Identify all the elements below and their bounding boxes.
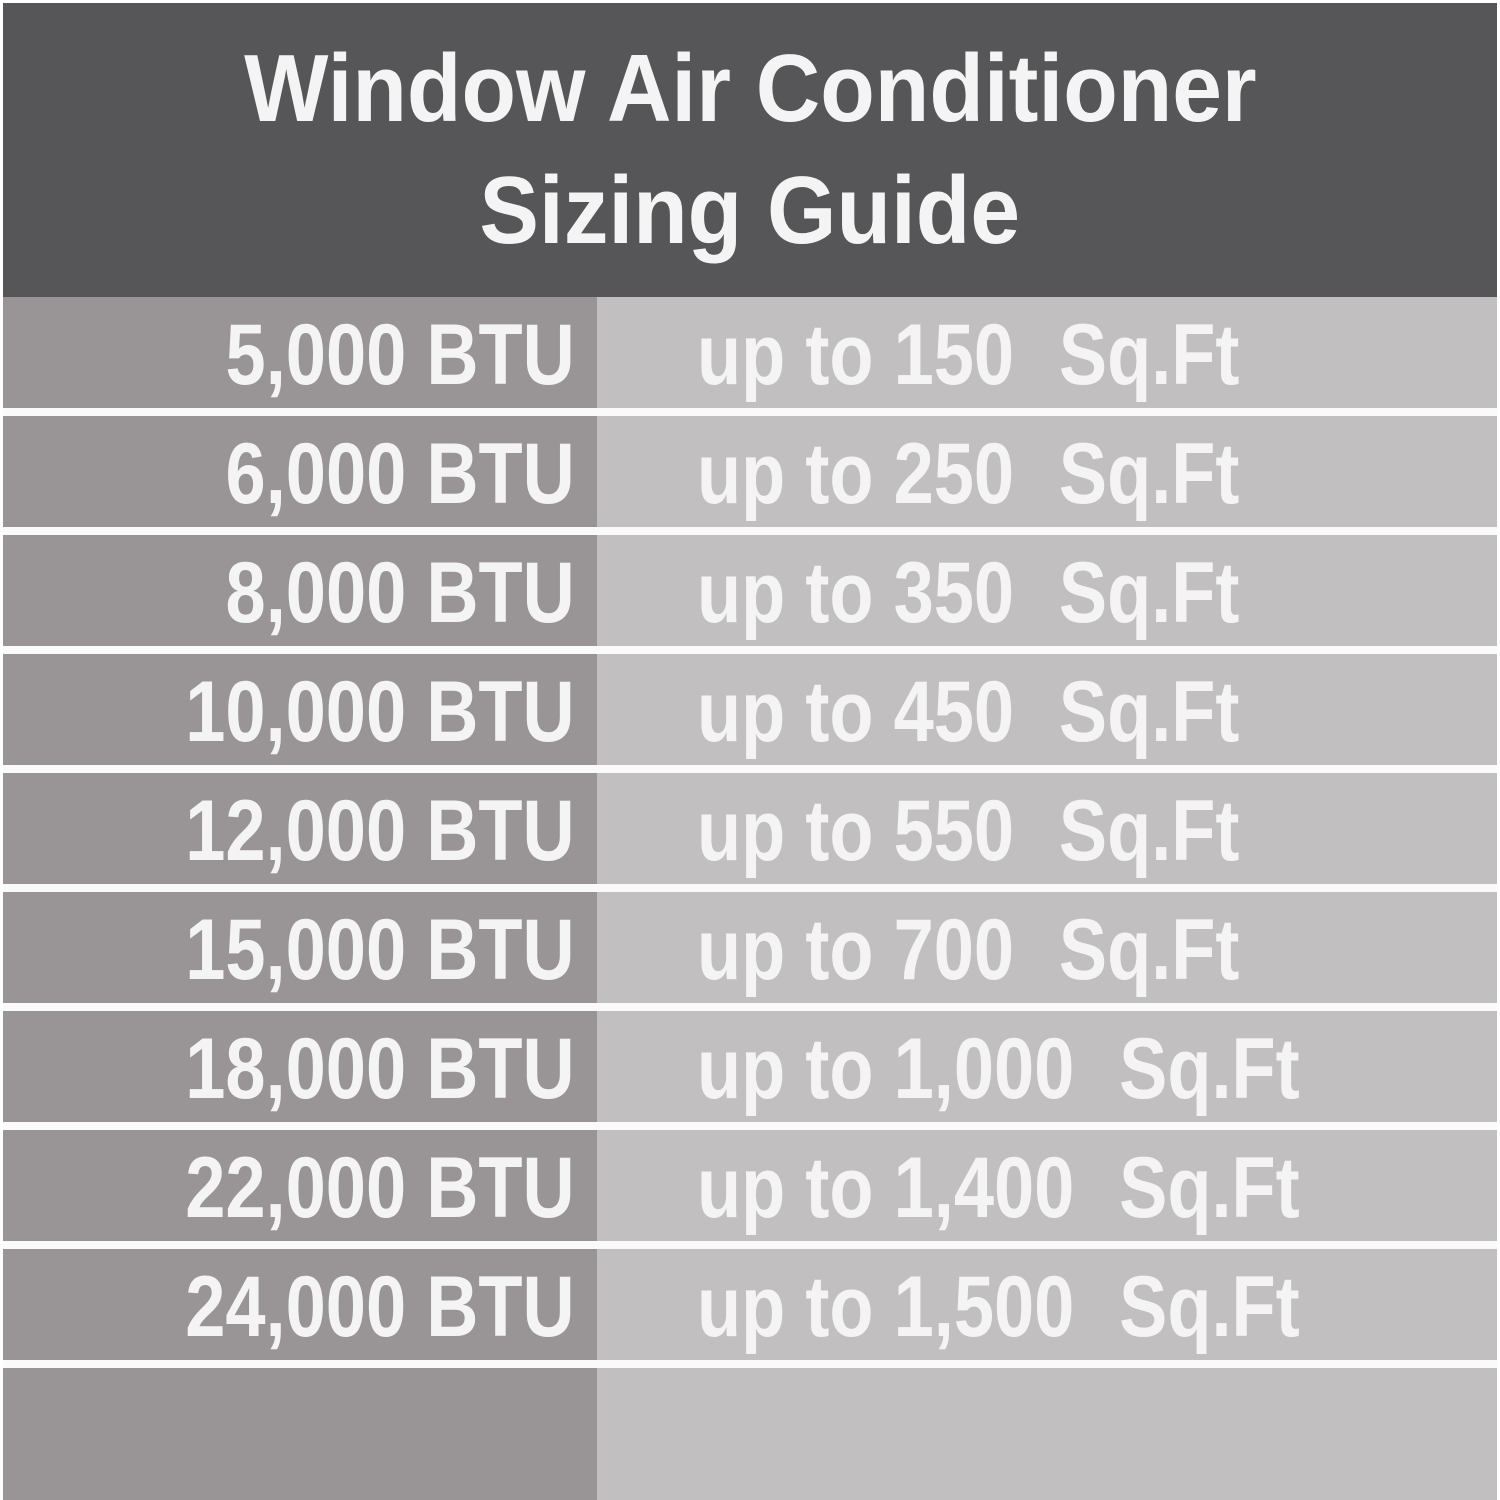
- table-row: 22,000 BTU up to 1,400 Sq.Ft: [3, 1130, 1497, 1249]
- btu-value: 15,000 BTU: [185, 901, 575, 998]
- btu-cell: 22,000 BTU: [3, 1130, 597, 1241]
- area-value: up to 1,500: [697, 1258, 1075, 1355]
- btu-value: 12,000 BTU: [185, 782, 575, 879]
- area-value: up to 250: [697, 425, 1015, 522]
- area-line: up to 1,400 Sq.Ft: [697, 1141, 1300, 1231]
- btu-cell: 5,000 BTU: [3, 297, 597, 408]
- table-row: 12,000 BTU up to 550 Sq.Ft: [3, 773, 1497, 892]
- area-value: up to 150: [697, 306, 1015, 403]
- area-line: up to 700 Sq.Ft: [697, 903, 1239, 993]
- area-cell: up to 1,000 Sq.Ft: [597, 1011, 1497, 1122]
- area-line: up to 350 Sq.Ft: [697, 546, 1239, 636]
- area-cell: up to 700 Sq.Ft: [597, 892, 1497, 1003]
- area-unit: Sq.Ft: [1058, 306, 1240, 403]
- area-line: up to 550 Sq.Ft: [697, 784, 1239, 874]
- table-body: 5,000 BTU up to 150 Sq.Ft 6,000 BTU up to…: [3, 297, 1497, 1368]
- btu-cell: 24,000 BTU: [3, 1249, 597, 1360]
- table-row: 18,000 BTU up to 1,000 Sq.Ft: [3, 1011, 1497, 1130]
- area-value: up to 1,000: [697, 1020, 1075, 1117]
- btu-value: 8,000 BTU: [225, 544, 575, 641]
- table-row: 8,000 BTU up to 350 Sq.Ft: [3, 535, 1497, 654]
- area-value: up to 550: [697, 782, 1015, 879]
- area-unit: Sq.Ft: [1058, 663, 1240, 760]
- area-cell: up to 150 Sq.Ft: [597, 297, 1497, 408]
- btu-cell: 12,000 BTU: [3, 773, 597, 884]
- btu-value: 10,000 BTU: [185, 663, 575, 760]
- footer-btu-column: [3, 1368, 597, 1500]
- area-value: up to 700: [697, 901, 1015, 998]
- area-unit: Sq.Ft: [1058, 544, 1240, 641]
- btu-value: 22,000 BTU: [185, 1139, 575, 1236]
- area-value: up to 1,400: [697, 1139, 1075, 1236]
- area-cell: up to 250 Sq.Ft: [597, 416, 1497, 527]
- area-value: up to 350: [697, 544, 1015, 641]
- footer-area-column: [597, 1368, 1497, 1500]
- title-line-1: Window Air Conditioner: [243, 35, 1257, 142]
- btu-value: 18,000 BTU: [185, 1020, 575, 1117]
- btu-cell: 8,000 BTU: [3, 535, 597, 646]
- area-unit: Sq.Ft: [1119, 1020, 1300, 1117]
- area-unit: Sq.Ft: [1058, 901, 1240, 998]
- table-row: 6,000 BTU up to 250 Sq.Ft: [3, 416, 1497, 535]
- table-header: Window Air Conditioner Sizing Guide: [3, 3, 1497, 297]
- area-cell: up to 450 Sq.Ft: [597, 654, 1497, 765]
- area-line: up to 450 Sq.Ft: [697, 665, 1239, 755]
- area-unit: Sq.Ft: [1119, 1258, 1300, 1355]
- table-row: 10,000 BTU up to 450 Sq.Ft: [3, 654, 1497, 773]
- area-cell: up to 1,400 Sq.Ft: [597, 1130, 1497, 1241]
- title-line-2: Sizing Guide: [479, 157, 1021, 264]
- area-line: up to 1,000 Sq.Ft: [697, 1022, 1300, 1112]
- btu-value: 24,000 BTU: [185, 1258, 575, 1355]
- table-footer: [3, 1368, 1497, 1500]
- btu-cell: 6,000 BTU: [3, 416, 597, 527]
- btu-value: 5,000 BTU: [225, 306, 575, 403]
- table-row: 24,000 BTU up to 1,500 Sq.Ft: [3, 1249, 1497, 1368]
- btu-cell: 10,000 BTU: [3, 654, 597, 765]
- area-line: up to 1,500 Sq.Ft: [697, 1260, 1300, 1350]
- area-cell: up to 550 Sq.Ft: [597, 773, 1497, 884]
- area-line: up to 150 Sq.Ft: [697, 308, 1239, 398]
- btu-cell: 15,000 BTU: [3, 892, 597, 1003]
- table-row: 5,000 BTU up to 150 Sq.Ft: [3, 297, 1497, 416]
- area-line: up to 250 Sq.Ft: [697, 427, 1239, 517]
- btu-cell: 18,000 BTU: [3, 1011, 597, 1122]
- btu-value: 6,000 BTU: [225, 425, 575, 522]
- area-unit: Sq.Ft: [1119, 1139, 1300, 1236]
- table-row: 15,000 BTU up to 700 Sq.Ft: [3, 892, 1497, 1011]
- area-cell: up to 350 Sq.Ft: [597, 535, 1497, 646]
- area-value: up to 450: [697, 663, 1015, 760]
- area-unit: Sq.Ft: [1058, 425, 1240, 522]
- area-unit: Sq.Ft: [1058, 782, 1240, 879]
- area-cell: up to 1,500 Sq.Ft: [597, 1249, 1497, 1360]
